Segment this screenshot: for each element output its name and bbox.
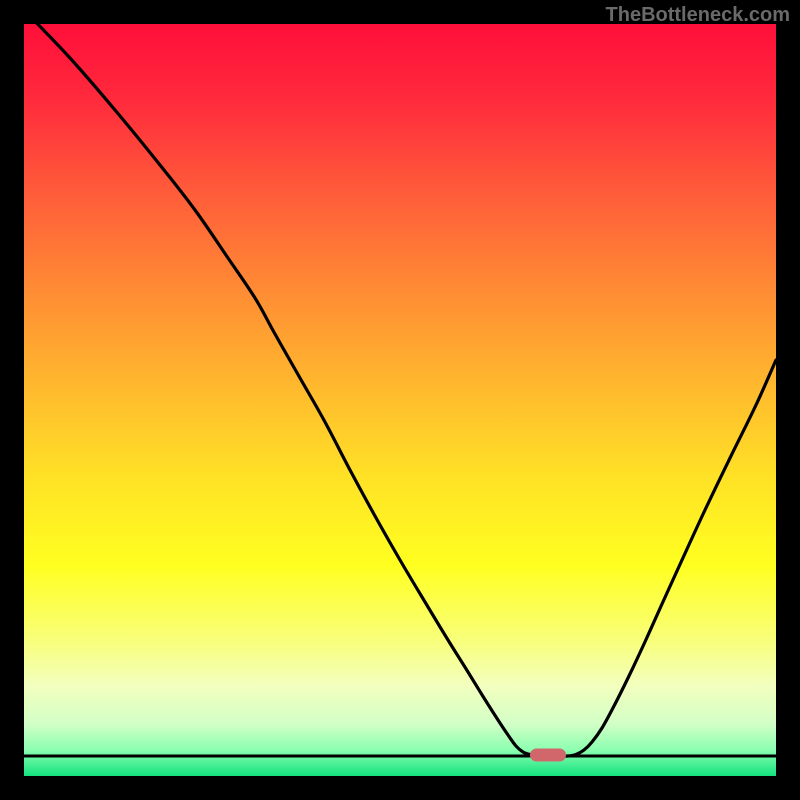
watermark-text: TheBottleneck.com xyxy=(606,4,790,27)
optimal-marker xyxy=(530,749,566,762)
bottleneck-chart: TheBottleneck.com xyxy=(0,0,800,800)
chart-svg xyxy=(0,0,800,800)
